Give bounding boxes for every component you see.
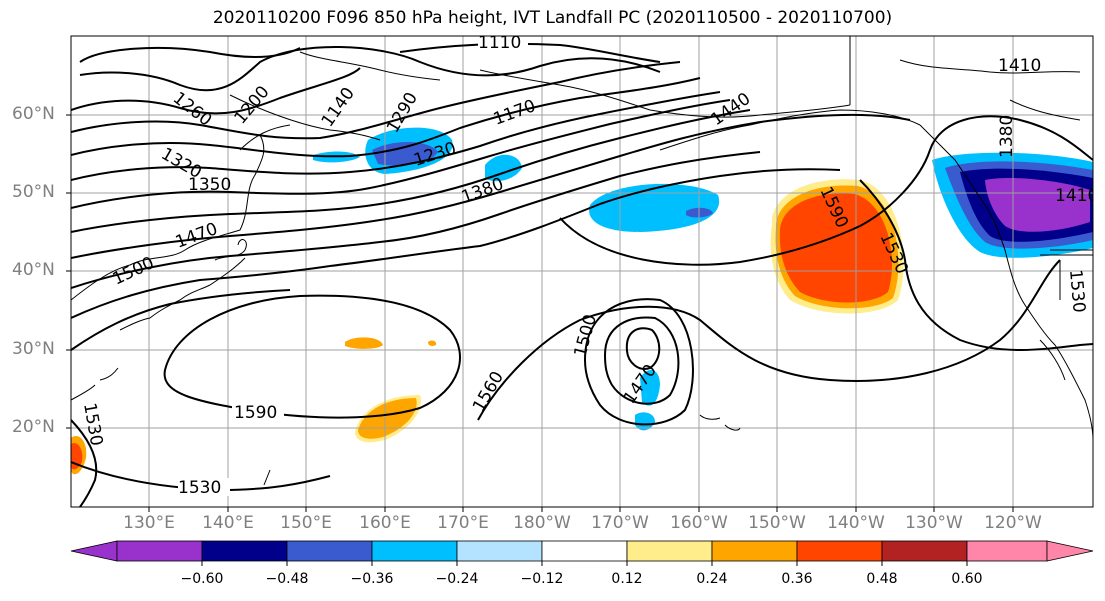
lon-label: 120°W [984,513,1042,533]
colorbar-segment [201,540,288,562]
contour-label: 1140 [318,84,359,131]
colorbar-extend-high [1046,540,1094,562]
colorbar-tick-label: −0.24 [435,571,479,587]
lon-label: 130°W [905,513,963,533]
colorbar-tick-label: 0.60 [951,571,983,587]
lon-label: 140°W [827,513,885,533]
colorbar-tick-label: 0.12 [611,571,643,587]
colorbar-tick-label: 0.24 [696,571,728,587]
colorbar-segment [881,540,968,562]
colorbar-tick-label: −0.12 [520,571,564,587]
colorbar-segment [371,540,458,562]
lon-label: 160°E [359,513,411,533]
lon-label: 180°W [513,513,571,533]
contour-label: 1530 [1065,269,1089,314]
coastlines [71,36,1093,486]
colorbar-segment [626,540,713,562]
contour-label: 1410 [998,56,1041,76]
contour-label: 1590 [234,403,277,423]
lat-label: 40°N [12,260,55,280]
contour-label: 1470 [173,219,220,253]
lon-label: 170°W [591,513,649,533]
contour-label: 1500 [571,312,602,359]
lat-label: 60°N [12,104,55,124]
colorbar-segment [541,540,628,562]
colorbar [70,540,1094,562]
contour-label: 1560 [469,368,508,415]
colorbar-ticks [201,561,968,566]
colorbar-tick-label: −0.60 [180,571,224,587]
contour-label: 1530 [79,401,106,447]
lon-label: 150°W [748,513,806,533]
gridlines [71,36,1093,507]
lat-label: 30°N [12,339,55,359]
colorbar-segment [456,540,543,562]
colorbar-segment [711,540,798,562]
ivt-negative-regions [313,127,1093,431]
lon-label: 170°E [437,513,489,533]
lat-label: 20°N [12,417,55,437]
colorbar-segment [796,540,883,562]
lon-label: 130°E [123,513,175,533]
colorbar-segment [966,540,1048,562]
contour-label: 1200 [231,82,274,128]
lon-label: 140°E [202,513,254,533]
colorbar-extend-low [70,540,118,562]
lon-label: 160°W [670,513,728,533]
contour-label: 1530 [178,478,221,498]
colorbar-segment [116,540,203,562]
colorbar-tick-label: 0.48 [866,571,898,587]
colorbar-tick-label: −0.36 [350,571,394,587]
contour-label: 1170 [491,96,538,130]
contour-label: 1380 [997,115,1017,158]
lat-label: 50°N [12,182,55,202]
ivt-positive-regions [71,179,904,475]
lon-label: 150°E [280,513,332,533]
colorbar-tick-label: 0.36 [781,571,813,587]
contour-label: 1110 [478,33,521,53]
colorbar-tick-label: −0.48 [265,571,309,587]
map-title: 2020110200 F096 850 hPa height, IVT Land… [212,8,893,28]
colorbar-segment [286,540,373,562]
contour-label: 1410 [1055,186,1098,206]
contour-label: 1350 [188,175,231,195]
contour-label: 1500 [110,253,158,289]
axis-ticks [66,114,1014,512]
